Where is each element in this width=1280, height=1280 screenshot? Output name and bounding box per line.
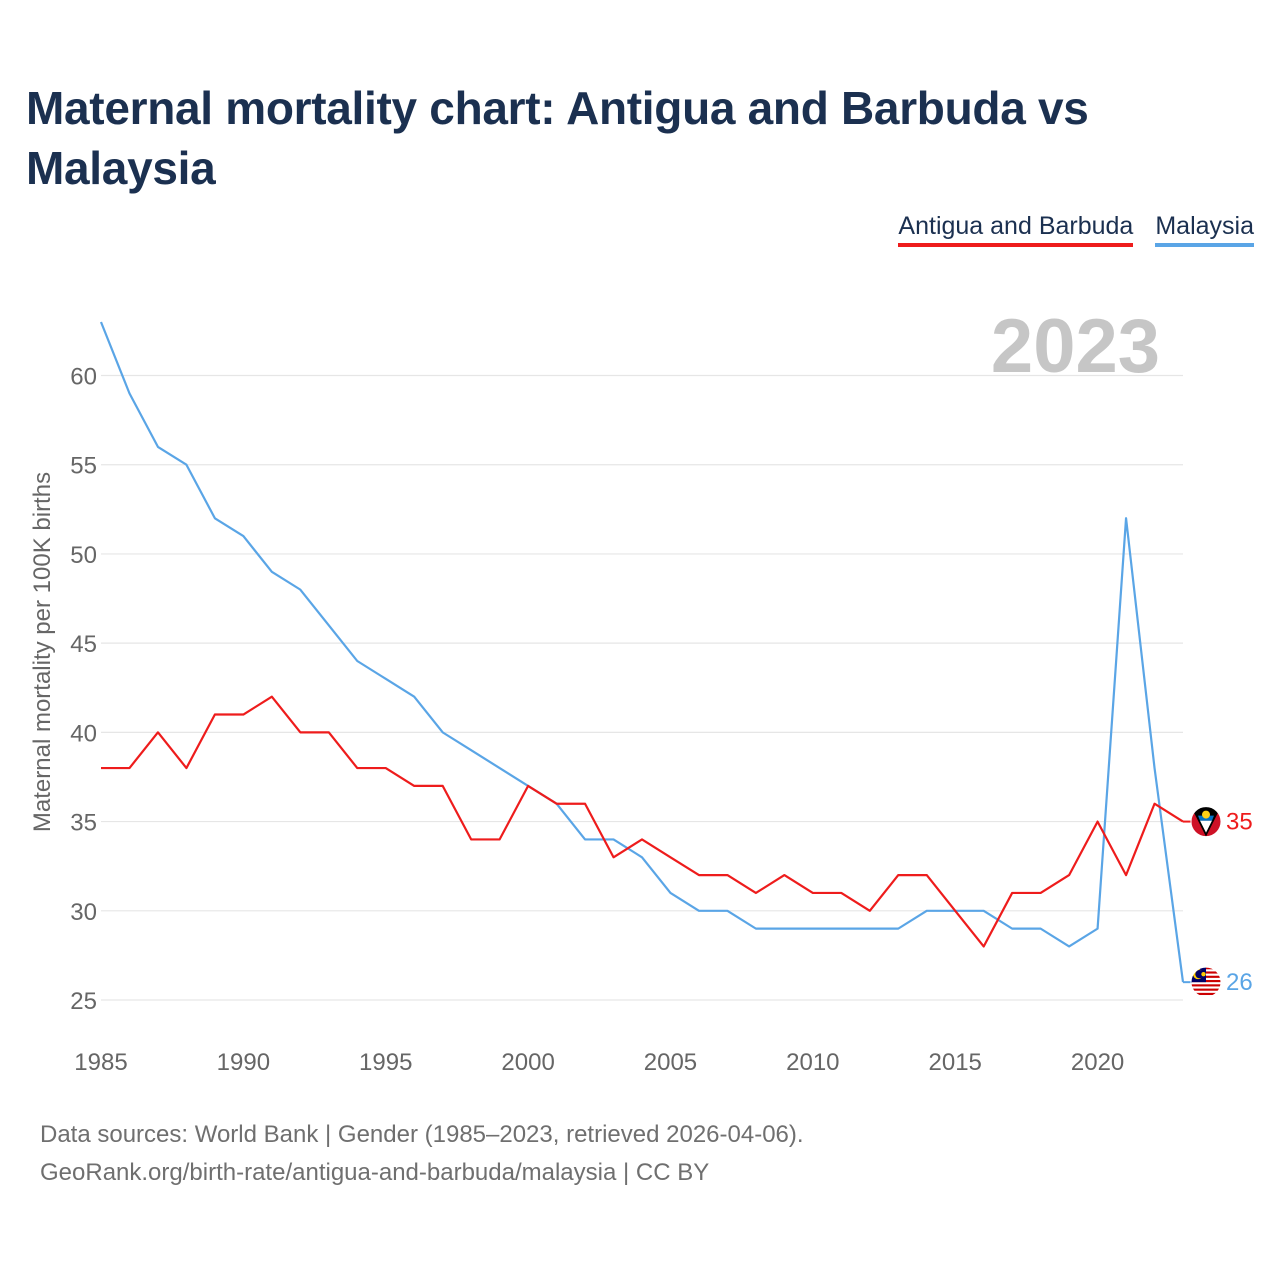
year-label: 2023 (991, 304, 1160, 389)
flag-body (1191, 806, 1221, 837)
y-tick-label: 60 (70, 364, 97, 391)
source-line-2[interactable]: GeoRank.org/birth-rate/antigua-and-barbu… (40, 1159, 710, 1186)
y-tick-label: 30 (70, 899, 97, 926)
series-line-antigua-and-barbuda (101, 695, 1184, 948)
line-chart: 25 30 35 40 45 50 55 60 1985 1990 1995 2000 2005 2010… (29, 304, 1253, 1076)
y-tick-label: 45 (70, 631, 97, 658)
malaysia-flag (1190, 966, 1222, 998)
legend: Antigua and Barbuda Malaysia (898, 212, 1254, 247)
legend-item-malaysia[interactable]: Malaysia (1155, 212, 1254, 247)
end-value-label: 26 (1226, 969, 1253, 996)
y-axis-label: Maternal mortality per 100K births (29, 472, 56, 832)
flag-stripe (1191, 988, 1221, 991)
chart-title: Maternal mortality chart: Antigua and Ba… (26, 82, 1089, 194)
series-line-malaysia (99, 321, 1185, 983)
flag-star (1201, 971, 1206, 977)
y-tick-label: 55 (70, 453, 97, 480)
y-tick-label: 50 (70, 542, 97, 569)
end-value-label: 35 (1226, 809, 1253, 836)
antigua-and-barbuda-flag (1190, 806, 1222, 838)
y-tick-label: 25 (70, 988, 97, 1015)
y-tick-label: 40 (70, 720, 97, 747)
source-line-1: Data sources: World Bank | Gender (1985–… (40, 1121, 804, 1148)
flag-sun (1202, 810, 1210, 819)
x-tick-label: 2000 (501, 1049, 554, 1076)
x-tick-label: 1995 (359, 1049, 412, 1076)
x-tick-label: 2020 (1071, 1049, 1124, 1076)
x-tick-label: 1990 (217, 1049, 270, 1076)
flag-white-band (1200, 820, 1212, 833)
x-tick-label: 2015 (929, 1049, 982, 1076)
y-tick-label: 35 (70, 810, 97, 837)
flag-crescent-cut (1195, 969, 1204, 979)
flag-outline (1190, 966, 1222, 998)
x-tick-label: 2010 (786, 1049, 839, 1076)
legend-item-antigua-and-barbuda[interactable]: Antigua and Barbuda (898, 212, 1134, 247)
x-tick-label: 2005 (644, 1049, 697, 1076)
flag-stripe (1191, 992, 1221, 996)
flag-stripe (1191, 984, 1221, 987)
x-tick-label: 1985 (74, 1049, 127, 1076)
flag-outline (1190, 806, 1222, 838)
source-notes: Data sources: World Bank | Gender (1985–… (40, 1116, 804, 1192)
